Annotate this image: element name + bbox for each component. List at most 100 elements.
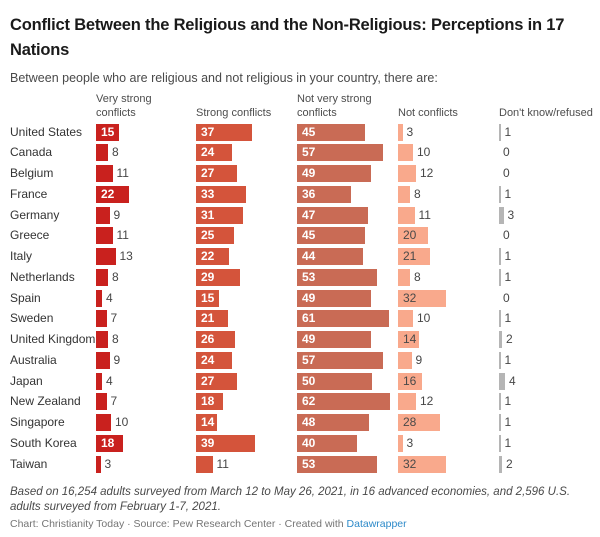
bar-value: 25 [201, 228, 215, 243]
bar-segment [96, 248, 116, 265]
bar-value: 11 [418, 207, 431, 222]
bar-segment [96, 268, 108, 286]
bar-segment [96, 185, 129, 203]
bar-segment [297, 351, 383, 369]
bar-value: 8 [112, 332, 119, 346]
bar-segment [398, 289, 446, 307]
bar-segment [297, 455, 377, 473]
bar-segment [297, 372, 372, 390]
column-header-not-conflicts: Not conflicts [398, 106, 458, 119]
bar-segment [297, 227, 365, 245]
bar-segment [297, 185, 351, 203]
bar-value: 40 [302, 435, 316, 450]
bar-value: 15 [201, 290, 215, 305]
bar-value: 3 [507, 207, 515, 222]
bar-value: 11 [216, 456, 229, 471]
bar-value: 45 [302, 228, 316, 243]
bar-value: 18 [201, 394, 215, 409]
bar-segment [398, 268, 410, 286]
bar-value: 1 [504, 269, 512, 284]
column-header-don-t-know-refused: Don't know/refused [499, 106, 593, 119]
chart-title: Conflict Between the Religious and the N… [10, 16, 565, 59]
bar-value: 20 [403, 228, 417, 243]
bar-value: 32 [403, 290, 417, 305]
bar-segment [499, 434, 501, 452]
bar-value: 31 [201, 207, 215, 222]
bar-segment [196, 434, 255, 452]
country-label: United States [10, 124, 83, 139]
bar-value: 48 [302, 415, 316, 429]
bar-value: 1 [504, 311, 512, 326]
bar-segment [196, 123, 252, 141]
bar-segment [499, 310, 501, 328]
country-label: Greece [10, 228, 50, 243]
bar-segment [96, 331, 108, 348]
bar-segment [196, 268, 240, 286]
bar-value: 47 [302, 207, 316, 222]
bar-value: 0 [503, 166, 510, 180]
bar-value: 1 [504, 249, 512, 263]
bar-segment [297, 414, 369, 431]
bar-segment [398, 248, 430, 265]
row-japan: Japan 4 27 50 16 4 [0, 371, 600, 392]
row-united-kingdom: United Kingdom 8 26 49 14 2 [0, 330, 600, 351]
bar-segment [297, 248, 363, 265]
bar-value: 4 [509, 373, 516, 388]
bar-value: 1 [504, 124, 512, 139]
row-new-zealand: New Zealand 7 18 62 12 1 [0, 392, 600, 413]
bar-value: 9 [415, 352, 423, 367]
bar-value: 36 [302, 186, 316, 201]
bar-segment [96, 227, 113, 245]
bar-value: 4 [106, 373, 113, 388]
bar-segment [196, 248, 229, 265]
bar-segment [398, 455, 446, 473]
bar-segment [196, 393, 223, 411]
bar-segment [196, 351, 232, 369]
bar-segment [398, 393, 416, 411]
bar-value: 49 [302, 332, 316, 346]
row-spain: Spain 4 15 49 32 0 [0, 288, 600, 309]
bar-segment [499, 372, 505, 390]
bar-segment [297, 289, 371, 307]
bar-segment [196, 414, 217, 431]
bar-segment [499, 248, 501, 265]
bar-value: 22 [201, 249, 215, 263]
bar-value: 4 [106, 290, 113, 305]
bar-segment [297, 144, 383, 162]
bar-value: 33 [201, 186, 215, 201]
bar-value: 39 [201, 435, 215, 450]
bar-value: 9 [113, 352, 121, 367]
bar-value: 0 [503, 290, 510, 305]
country-label: Netherlands [10, 269, 75, 284]
bar-segment [196, 289, 219, 307]
country-label: Japan [10, 373, 43, 388]
bar-value: 8 [414, 186, 421, 201]
bar-segment [499, 206, 504, 224]
column-header-strong-conflicts: Strong conflicts [196, 106, 272, 119]
bar-value: 49 [302, 166, 316, 180]
bar-segment [499, 414, 501, 431]
row-greece: Greece 11 25 45 20 0 [0, 226, 600, 247]
row-belgium: Belgium 11 27 49 12 0 [0, 164, 600, 185]
country-label: France [10, 186, 48, 201]
bar-value: 12 [420, 166, 434, 180]
bar-value: 1 [504, 352, 512, 367]
bar-segment [297, 206, 368, 224]
bar-segment [297, 268, 377, 286]
bar-segment [398, 123, 403, 141]
datawrapper-link[interactable]: Datawrapper [346, 518, 407, 530]
bar-value: 2 [506, 332, 513, 346]
bar-segment [398, 206, 415, 224]
bar-segment [398, 227, 428, 245]
row-taiwan: Taiwan 3 11 53 32 2 [0, 454, 600, 475]
bar-value: 22 [101, 186, 115, 201]
country-label: Australia [10, 352, 57, 367]
column-header-very-strong-conflicts: Very strong conflicts [96, 93, 152, 119]
bar-segment [398, 185, 410, 203]
bar-segment [96, 310, 107, 328]
bar-segment [398, 165, 416, 182]
bar-value: 10 [115, 415, 129, 429]
bar-segment [499, 268, 501, 286]
country-label: United Kingdom [10, 332, 96, 346]
bar-value: 1 [504, 435, 512, 450]
